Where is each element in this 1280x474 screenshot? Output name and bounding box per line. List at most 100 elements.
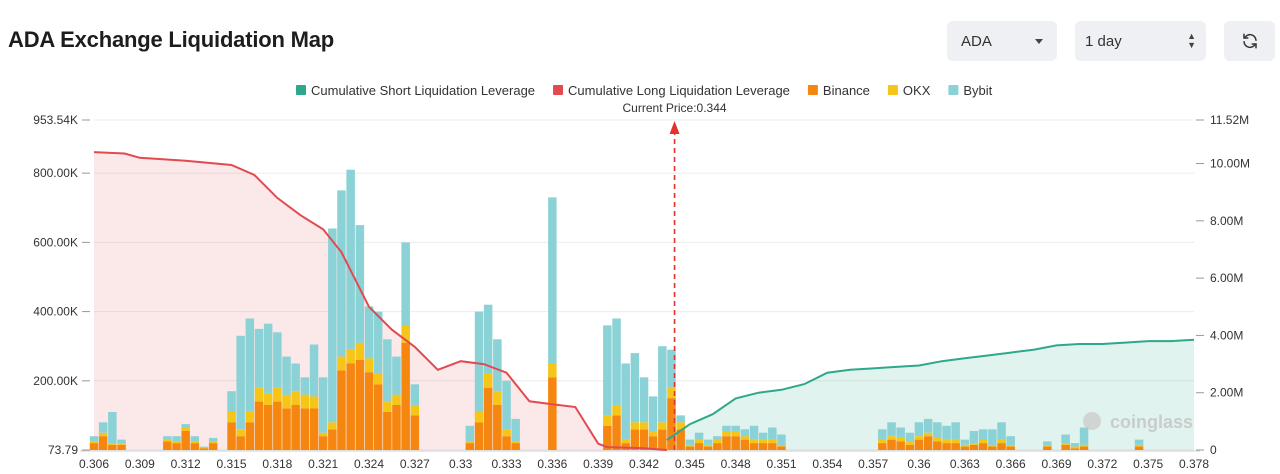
- bar-binance: [337, 370, 346, 450]
- bar-bybit: [465, 425, 475, 442]
- bar-binance: [923, 436, 933, 450]
- bar-okx: [951, 439, 960, 444]
- bar-binance: [713, 443, 722, 450]
- bar-okx: [410, 405, 420, 416]
- legend-swatch: [807, 85, 818, 95]
- bar-bybit: [364, 306, 374, 359]
- bar-binance: [236, 436, 245, 450]
- bar-okx: [309, 396, 319, 409]
- bar-binance: [245, 422, 255, 450]
- bar-binance: [722, 436, 731, 450]
- bar-bybit: [630, 353, 640, 423]
- x-tick-label: 0.321: [308, 457, 338, 471]
- bar-bybit: [722, 425, 731, 431]
- x-tick-label: 0.324: [354, 457, 384, 471]
- bar-okx: [777, 444, 786, 447]
- bar-bybit: [1070, 443, 1080, 447]
- bar-binance: [318, 436, 328, 450]
- bar-binance: [694, 443, 704, 450]
- bar-bybit: [933, 422, 942, 438]
- bar-bybit: [108, 412, 117, 444]
- up-down-chevron-icon: ▲ ▼: [1187, 31, 1196, 50]
- bar-okx: [511, 441, 520, 444]
- bar-okx: [392, 394, 401, 405]
- bar-bybit: [749, 425, 759, 440]
- bar-okx: [245, 412, 255, 423]
- bar-okx: [694, 439, 704, 444]
- short-cumulative-area: [666, 339, 1194, 450]
- bar-binance: [740, 439, 750, 450]
- legend-label: Binance: [823, 83, 870, 98]
- bar-bybit: [493, 339, 502, 392]
- bar-bybit: [98, 422, 108, 433]
- bar-okx: [960, 444, 970, 447]
- bar-binance: [108, 444, 117, 450]
- bar-binance: [373, 384, 383, 450]
- bar-binance: [474, 422, 484, 450]
- bar-bybit: [648, 396, 658, 431]
- page-title: ADA Exchange Liquidation Map: [8, 27, 335, 52]
- bar-okx: [740, 436, 750, 440]
- refresh-button[interactable]: [1224, 21, 1275, 61]
- bar-bybit: [117, 439, 126, 444]
- bar-binance: [758, 443, 768, 450]
- bar-okx: [978, 439, 988, 444]
- x-tick-label: 0.351: [766, 457, 796, 471]
- bar-binance: [648, 436, 658, 450]
- bar-okx: [108, 443, 117, 445]
- bar-binance: [603, 425, 612, 450]
- bar-okx: [1006, 444, 1015, 447]
- bar-bybit: [603, 325, 612, 416]
- bar-okx: [630, 422, 640, 430]
- x-tick-label: 0.366: [996, 457, 1026, 471]
- x-tick-label: 0.318: [262, 457, 292, 471]
- bar-okx: [493, 391, 502, 405]
- bar-bybit: [474, 311, 484, 412]
- bar-binance: [199, 448, 209, 450]
- bar-okx: [373, 373, 383, 385]
- bar-okx: [483, 373, 493, 388]
- bar-bybit: [997, 422, 1006, 440]
- bar-bybit: [273, 332, 282, 388]
- bar-binance: [777, 446, 786, 450]
- bar-okx: [1061, 443, 1070, 445]
- bar-okx: [676, 422, 685, 430]
- bar-okx: [713, 439, 722, 444]
- bar-binance: [639, 429, 649, 450]
- y-right-tick-label: 2.00M: [1210, 386, 1243, 400]
- bar-bybit: [208, 437, 218, 442]
- bar-bybit: [951, 422, 960, 440]
- y-right-tick-label: 10.00M: [1210, 157, 1250, 171]
- bar-binance: [172, 443, 181, 450]
- bar-bybit: [768, 427, 777, 440]
- bar-binance: [117, 444, 126, 450]
- short-cumulative-line: [666, 338, 1195, 441]
- bar-okx: [383, 401, 392, 412]
- x-tick-label: 0.378: [1179, 457, 1209, 471]
- bar-okx: [731, 431, 740, 437]
- bar-bybit: [548, 197, 557, 364]
- bar-bybit: [190, 436, 200, 442]
- bar-bybit: [318, 377, 328, 433]
- bar-binance: [997, 443, 1006, 450]
- bar-binance: [346, 363, 355, 450]
- bar-okx: [190, 441, 200, 444]
- bar-okx: [878, 439, 887, 444]
- coin-select[interactable]: ADA: [947, 21, 1057, 61]
- bar-binance: [676, 429, 685, 450]
- bar-okx: [914, 436, 924, 440]
- bar-okx: [346, 349, 355, 364]
- bar-binance: [291, 405, 300, 450]
- x-tick-label: 0.36: [907, 457, 931, 471]
- period-select[interactable]: 1 day ▲ ▼: [1075, 21, 1206, 61]
- bar-okx: [163, 439, 172, 442]
- x-tick-label: 0.333: [491, 457, 521, 471]
- bar-okx: [254, 387, 264, 402]
- bar-binance: [685, 446, 695, 450]
- bar-bybit: [236, 335, 245, 430]
- bar-bybit: [694, 432, 704, 440]
- bar-binance: [227, 422, 236, 450]
- bar-okx: [603, 415, 612, 426]
- bar-binance: [465, 443, 475, 450]
